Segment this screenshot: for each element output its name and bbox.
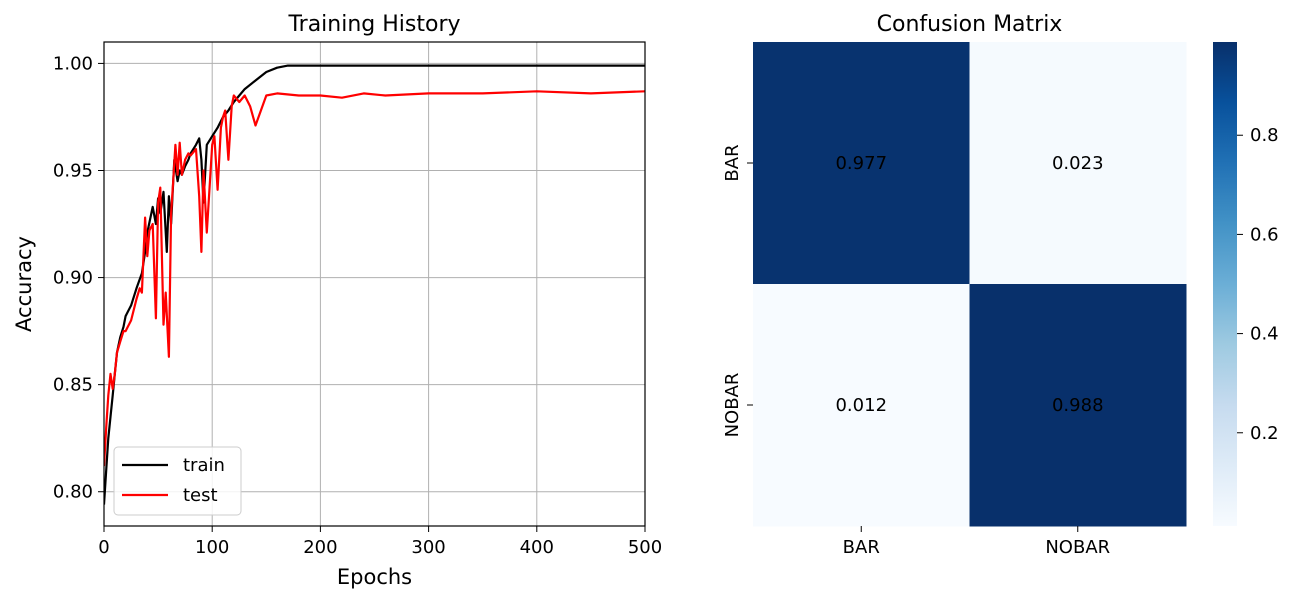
y-tick-label: 1.00	[53, 53, 93, 74]
colorbar: 0.2 0.4 0.6 0.8	[1213, 42, 1279, 526]
line-chart-series	[104, 64, 645, 505]
heatmap-row-label: NOBAR	[722, 373, 743, 438]
x-tick-label: 400	[520, 537, 554, 558]
y-tick-label: 0.90	[53, 268, 93, 289]
heatmap-cell-value: 0.988	[1052, 395, 1104, 416]
series-line-test	[104, 90, 645, 467]
legend-label-train: train	[183, 455, 225, 476]
x-tick-label: 200	[303, 537, 337, 558]
series-line-train	[104, 64, 645, 505]
x-tick-label: 0	[98, 537, 109, 558]
x-axis-label: Epochs	[337, 565, 412, 589]
heatmap-col-label: BAR	[843, 537, 880, 558]
y-tick-label: 0.80	[53, 482, 93, 503]
colorbar-tick-label: 0.6	[1250, 224, 1279, 245]
heatmap-cell	[969, 42, 1187, 285]
colorbar-ticks: 0.2 0.4 0.6 0.8	[1237, 125, 1279, 444]
heatmap-cells: 0.977 0.023 0.012 0.988	[753, 42, 1187, 527]
colorbar-gradient	[1213, 42, 1237, 526]
colorbar-tick-label: 0.4	[1250, 324, 1279, 345]
y-tick-label: 0.85	[53, 375, 93, 396]
x-tick-label: 300	[411, 537, 445, 558]
heatmap-cell-value: 0.012	[835, 395, 887, 416]
heatmap-cell	[753, 42, 970, 285]
legend-label-test: test	[183, 485, 218, 506]
y-axis-label: Accuracy	[12, 236, 36, 332]
legend: train test	[113, 446, 242, 516]
heatmap-row-label: BAR	[722, 144, 743, 181]
heatmap-title: Confusion Matrix	[877, 12, 1063, 37]
heatmap-col-label: NOBAR	[1045, 537, 1110, 558]
line-chart-ticks: 0 100 200 300 400 500 0.80 0.85 0.90 0.95 1.00	[53, 53, 662, 558]
colorbar-tick-label: 0.8	[1250, 125, 1279, 146]
x-tick-label: 100	[195, 537, 229, 558]
heatmap-cell-value: 0.977	[835, 153, 887, 174]
heatmap-ticks: BAR NOBAR BAR NOBAR	[722, 144, 1110, 558]
y-tick-label: 0.95	[53, 160, 93, 181]
x-tick-label: 500	[628, 537, 662, 558]
line-chart-title: Training History	[287, 12, 460, 37]
heatmap-cell-value: 0.023	[1052, 153, 1104, 174]
colorbar-tick-label: 0.2	[1250, 423, 1279, 444]
line-chart-frame	[103, 41, 646, 527]
heatmap-cell	[969, 284, 1187, 527]
heatmap-cell	[753, 284, 970, 527]
